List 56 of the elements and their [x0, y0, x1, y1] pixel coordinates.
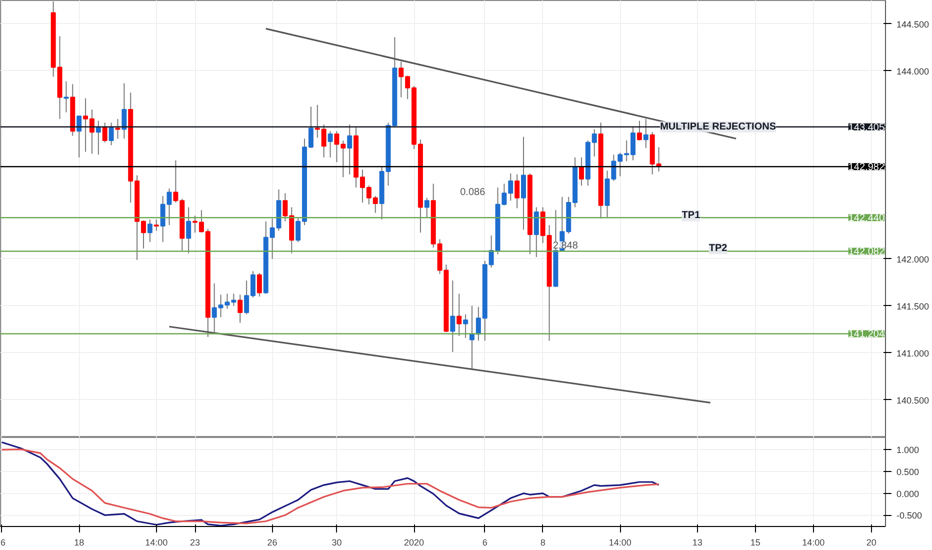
- x-tick-label: 14:00: [145, 538, 168, 548]
- x-tick-label: 8: [540, 538, 546, 548]
- y-tick-label: 140.500: [896, 395, 930, 406]
- annotation: TP1: [682, 210, 701, 222]
- x-tick-label: 30: [332, 538, 342, 548]
- x-tick-label: 18: [74, 538, 84, 548]
- y-tick-label: 142.000: [896, 254, 930, 264]
- candlestick: [102, 122, 108, 143]
- y-tick-label: 141.500: [896, 301, 930, 312]
- y-tick-label: 144.500: [896, 19, 930, 30]
- x-tick-label: 6: [482, 538, 488, 548]
- annotation: TP2: [708, 243, 728, 254]
- y-tick-label: 0.500: [896, 467, 920, 478]
- candlestick: [76, 116, 82, 158]
- candlestick: [463, 314, 468, 338]
- x-tick-label: 2020: [404, 538, 424, 548]
- x-tick-label: 20: [866, 538, 876, 548]
- ref-line-label: 141.204: [848, 329, 885, 340]
- candlestick: [514, 174, 520, 209]
- y-tick-label: -0.500: [896, 510, 922, 521]
- candlestick: [424, 197, 430, 218]
- candlestick: [122, 82, 127, 140]
- candlestick: [643, 118, 648, 149]
- x-tick-label: 6: [0, 538, 6, 548]
- candlestick: [456, 293, 462, 337]
- candlestick: [469, 305, 474, 370]
- x-tick-label: 26: [267, 538, 278, 548]
- y-tick-label: 141.000: [896, 348, 930, 358]
- candlestick: [115, 118, 120, 140]
- candlestick: [186, 206, 192, 254]
- candlestick: [534, 206, 539, 258]
- annotation: 2.848: [552, 240, 578, 252]
- x-tick-label: 13: [692, 538, 702, 548]
- y-tick-label: 0.000: [896, 488, 920, 499]
- x-tick-label: 15: [750, 538, 760, 548]
- candlestick: [256, 272, 262, 298]
- candlestick: [108, 122, 114, 146]
- candlestick: [328, 130, 333, 158]
- x-tick-label: 14:00: [608, 538, 632, 548]
- x-tick-label: 23: [190, 538, 200, 548]
- ref-line-label: 142.082: [848, 246, 885, 258]
- candlestick: [636, 120, 642, 142]
- candlestick: [147, 218, 152, 243]
- candlestick: [347, 124, 352, 175]
- candlestick: [154, 218, 159, 232]
- x-tick-label: 14:00: [802, 538, 825, 548]
- candlestick: [238, 294, 243, 324]
- y-tick-label: 144.000: [896, 66, 930, 76]
- candlestick: [96, 120, 101, 156]
- candlestick: [521, 136, 526, 230]
- candlestick: [578, 156, 584, 186]
- candlestick: [450, 280, 456, 352]
- y-tick-label: 1.000: [896, 445, 920, 456]
- annotation: MULTIPLE REJECTIONS: [660, 121, 776, 132]
- ref-line-label: 143.405: [848, 122, 885, 134]
- annotation: 0.086: [460, 186, 486, 198]
